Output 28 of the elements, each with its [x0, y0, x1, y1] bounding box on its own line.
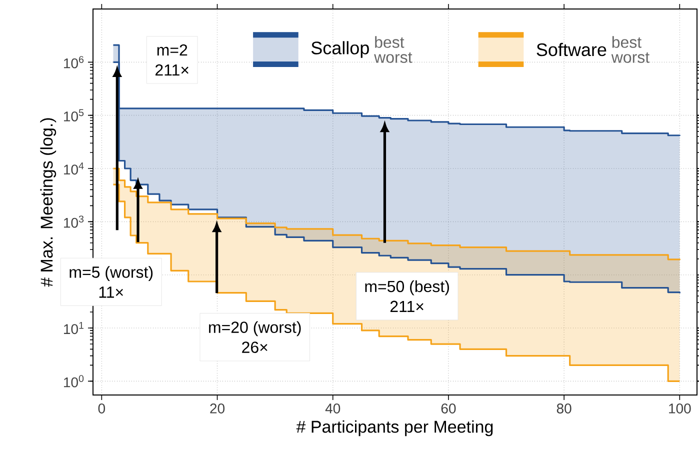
y-tick-label: 10$^{5}$ — [64, 109, 84, 122]
annotation: 211× — [390, 300, 424, 312]
legend-label: Scallop — [311, 41, 369, 58]
annotation: worst — [374, 52, 412, 63]
x-tick-label: 40 — [325, 404, 340, 414]
annotation: m=50 (best) — [365, 280, 449, 296]
y-tick-label: 10$^{0}$ — [64, 375, 84, 388]
x-tick-label: 100 — [669, 404, 691, 414]
annotation: 26× — [242, 342, 268, 353]
x-tick-label: 20 — [210, 404, 225, 414]
annotation: best — [612, 36, 642, 48]
annotation: m=5 (worst) — [70, 266, 153, 282]
x-tick-label: 60 — [441, 404, 456, 414]
y-tick-label: 10$^{6}$ — [64, 56, 84, 68]
y-tick-label: 10$^{3}$ — [64, 216, 84, 228]
annotation: best — [375, 36, 404, 48]
annotation: worst — [611, 52, 650, 63]
y-tick-label: 10$^{1}$ — [64, 322, 84, 334]
annotation: m=20 (worst) — [209, 321, 301, 336]
y-axis-title: # Max. Meetings (log.) — [40, 118, 56, 287]
x-tick-label: 0 — [98, 404, 106, 414]
x-axis-title: # Participants per Meeting — [296, 420, 493, 436]
annotation: 211× — [155, 64, 188, 76]
x-tick-label: 80 — [556, 404, 572, 414]
y-tick-label: 10$^{4}$ — [64, 162, 84, 175]
annotation: m=2 — [157, 44, 188, 56]
legend-label: Software — [536, 42, 606, 56]
annotation: 11× — [99, 286, 123, 298]
